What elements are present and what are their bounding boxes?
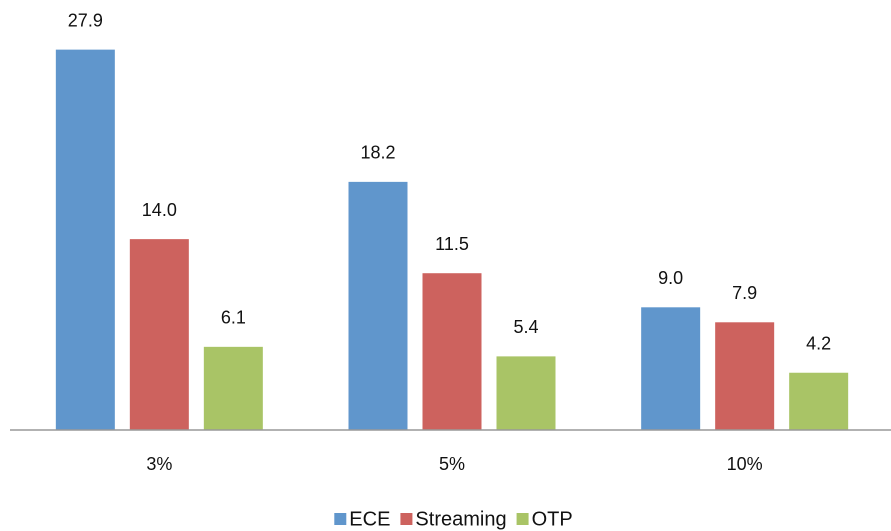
bar [422, 273, 482, 430]
legend-label: OTP [532, 508, 573, 530]
value-label: 14.0 [142, 200, 177, 220]
legend-swatch [334, 513, 347, 525]
bar [55, 49, 115, 430]
bar [203, 346, 263, 430]
value-label: 9.0 [658, 268, 683, 288]
x-tick-label: 3% [146, 454, 172, 474]
x-tick-label: 5% [439, 454, 465, 474]
bar [789, 372, 849, 430]
value-label: 11.5 [435, 234, 469, 254]
bar [715, 322, 775, 430]
bar [348, 181, 408, 430]
legend-label: ECE [349, 508, 390, 530]
legend-label: Streaming [415, 508, 506, 530]
bar [641, 307, 701, 430]
value-label: 6.1 [221, 308, 246, 328]
value-label: 27.9 [68, 10, 103, 30]
value-label: 4.2 [806, 333, 831, 353]
legend-swatch [400, 513, 413, 525]
bar [496, 356, 556, 430]
legend-swatch [516, 513, 529, 525]
value-label: 5.4 [513, 317, 538, 337]
value-label: 18.2 [360, 143, 395, 163]
bar [129, 239, 189, 430]
value-label: 7.9 [732, 283, 757, 303]
x-tick-label: 10% [727, 454, 763, 474]
